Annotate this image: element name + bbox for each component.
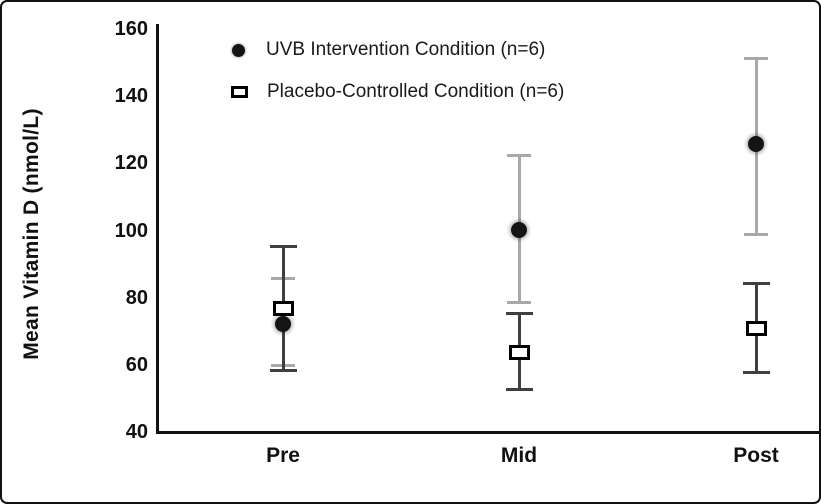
y-tick-label: 40 bbox=[125, 421, 148, 443]
error-bar-cap bbox=[742, 371, 770, 375]
x-tick-label: Mid bbox=[500, 444, 538, 467]
y-axis-title: Mean Vitamin D (nmol/L) bbox=[20, 108, 43, 360]
y-tick-label: 120 bbox=[114, 152, 148, 175]
data-point-placebo bbox=[745, 321, 767, 337]
error-bar-cap bbox=[744, 57, 768, 61]
filled-circle-icon bbox=[232, 43, 245, 57]
error-bar-cap bbox=[507, 300, 531, 304]
legend-label: UVB Intervention Condition (n=6) bbox=[266, 39, 546, 60]
error-bar-cap bbox=[269, 369, 297, 373]
y-tick-label: 160 bbox=[114, 18, 148, 40]
y-tick-label: 60 bbox=[125, 353, 148, 376]
x-tick-label: Pre bbox=[266, 444, 300, 467]
y-axis-spine bbox=[156, 24, 159, 434]
data-point-placebo bbox=[272, 301, 294, 317]
data-point-uvb bbox=[275, 315, 291, 332]
data-point-uvb bbox=[748, 136, 764, 153]
x-axis-line bbox=[156, 431, 819, 434]
legend-item-placebo: Placebo-Controlled Condition (n=6) bbox=[231, 81, 565, 102]
legend-label: Placebo-Controlled Condition (n=6) bbox=[267, 81, 565, 102]
error-bar-cap bbox=[507, 154, 531, 158]
error-bar-cap bbox=[744, 233, 768, 237]
data-point-uvb bbox=[511, 221, 527, 238]
error-bar-cap bbox=[742, 282, 770, 286]
error-bar-cap bbox=[505, 387, 533, 391]
x-tick-label: Post bbox=[733, 444, 779, 467]
y-tick-label: 140 bbox=[114, 85, 148, 108]
error-bar-cap bbox=[505, 312, 533, 316]
y-tick-label: 100 bbox=[114, 219, 148, 242]
y-tick-label: 80 bbox=[125, 286, 148, 309]
open-square-icon bbox=[231, 86, 248, 98]
data-point-placebo bbox=[508, 344, 530, 360]
legend-item-uvb: UVB Intervention Condition (n=6) bbox=[232, 39, 546, 60]
error-bar-cap bbox=[269, 245, 297, 249]
